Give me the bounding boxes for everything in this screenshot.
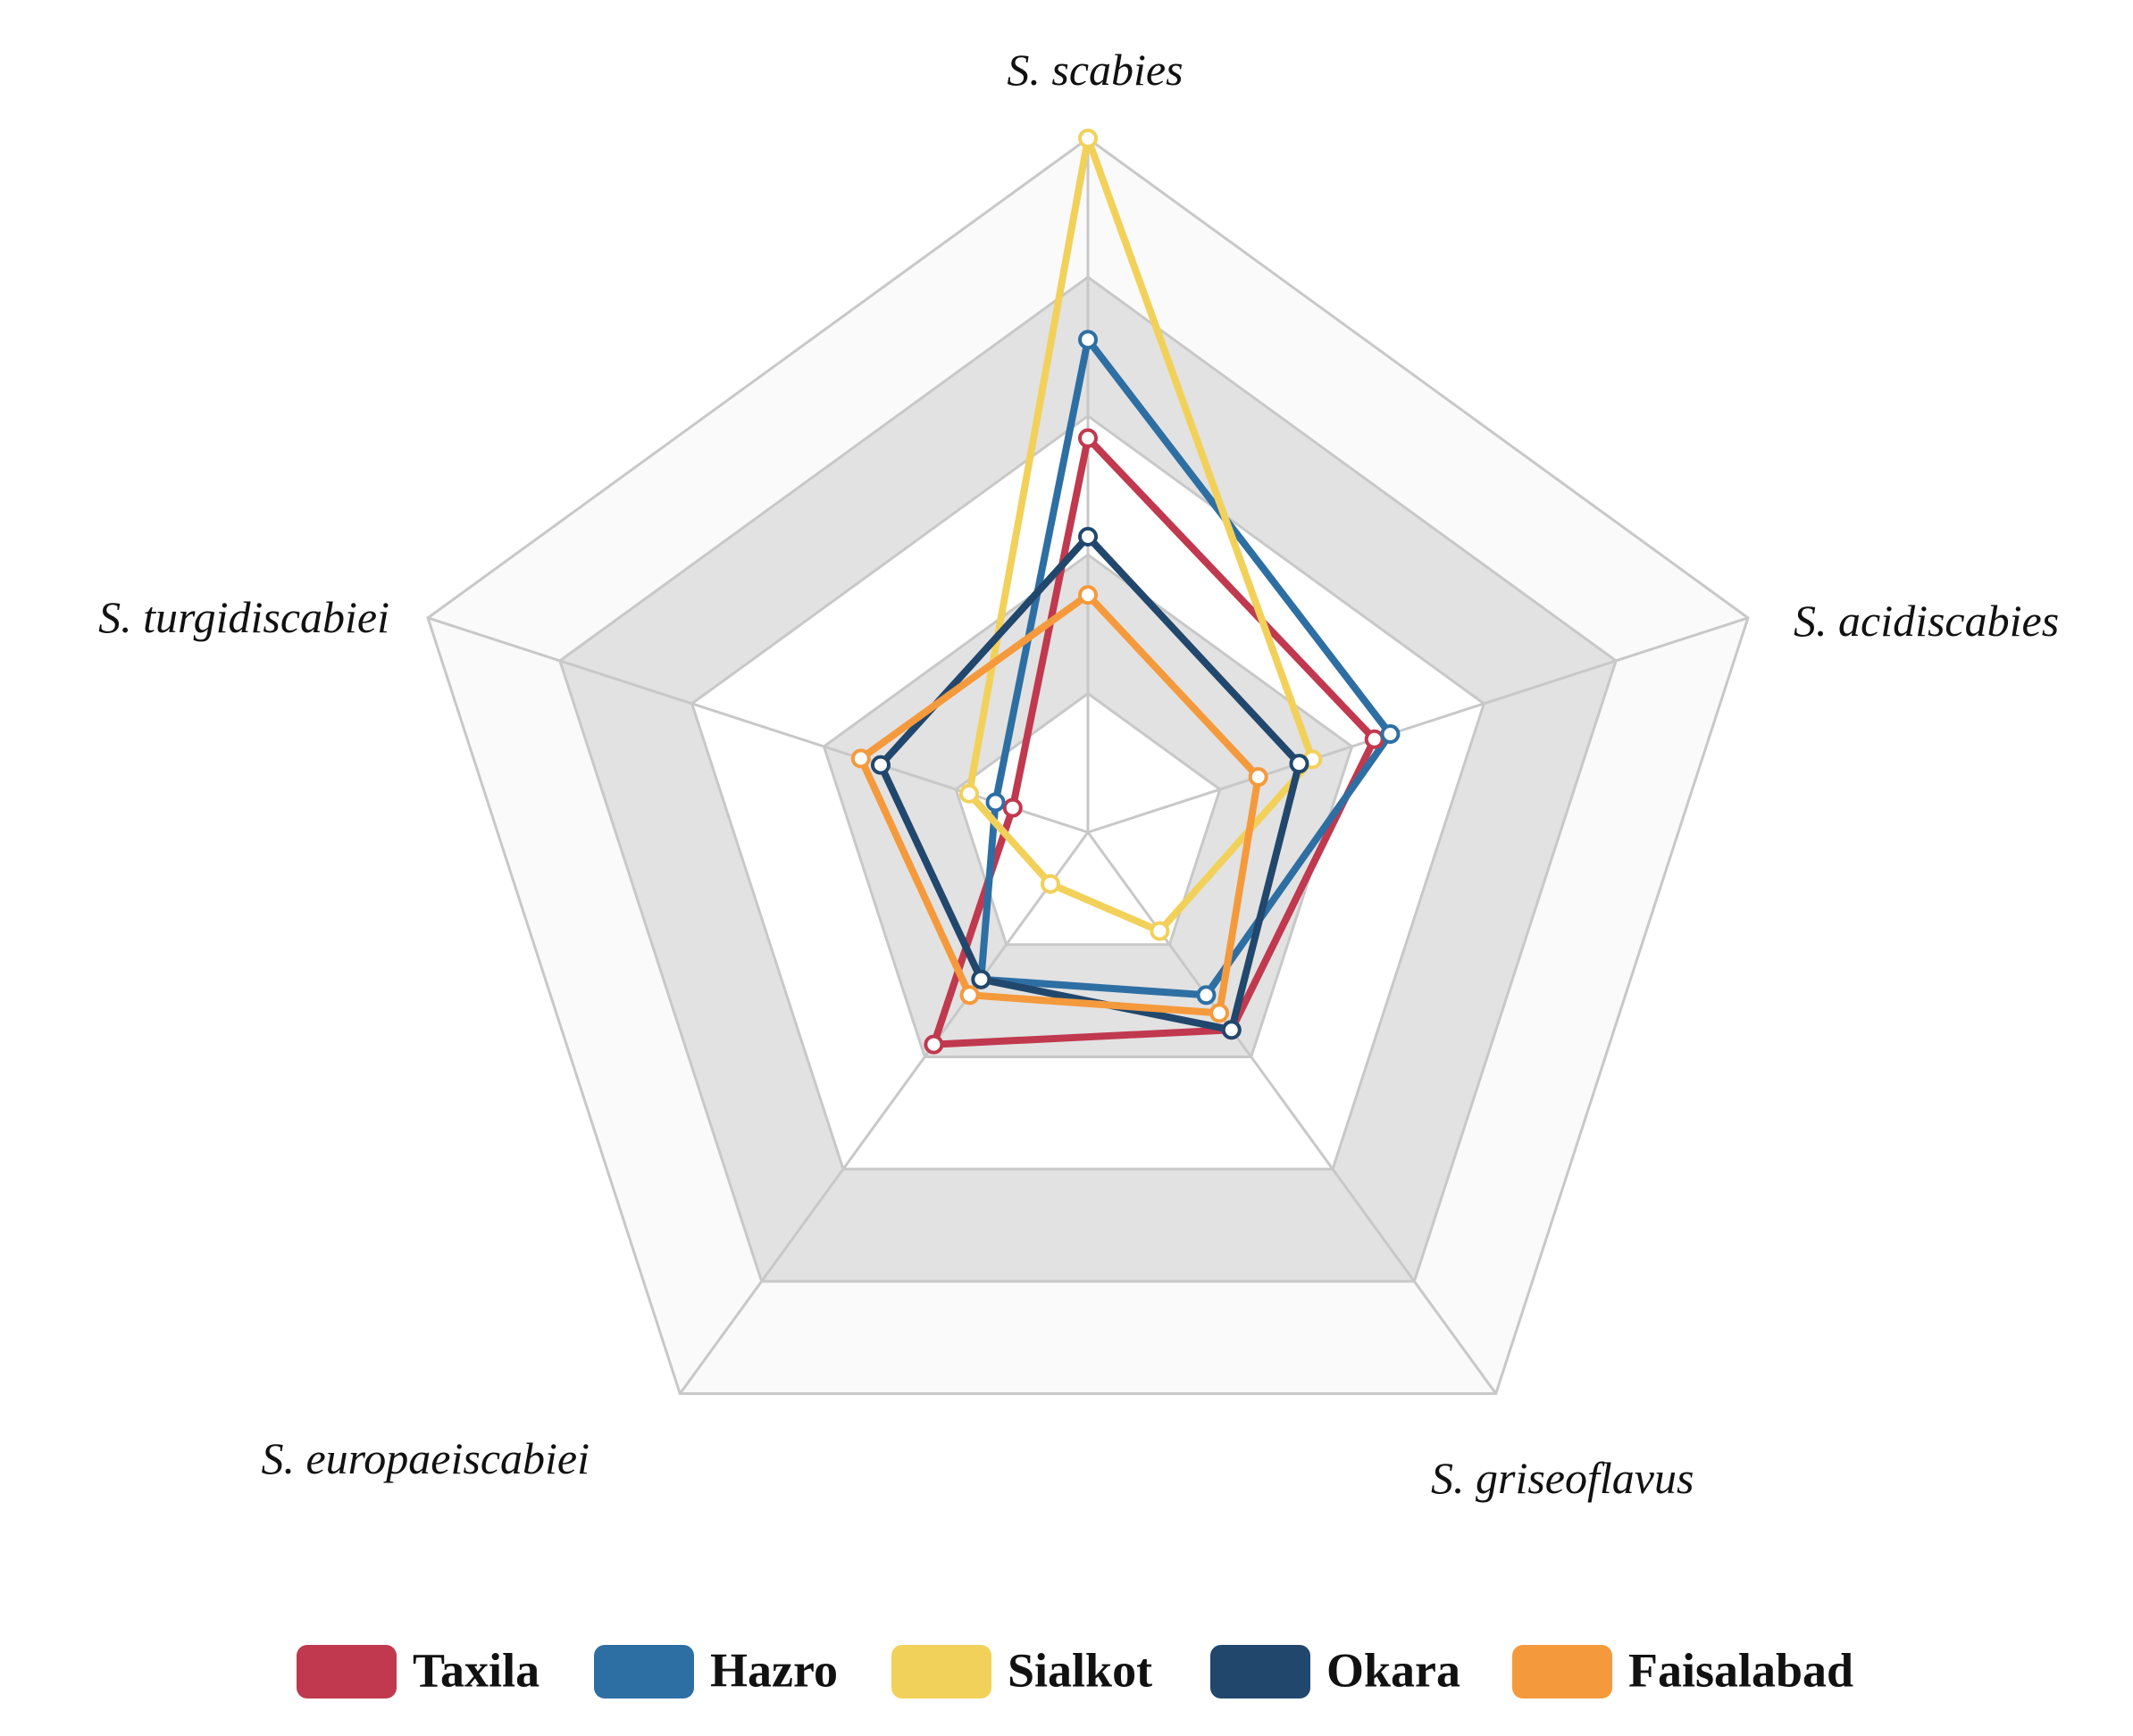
data-point <box>1209 1003 1230 1023</box>
axis-label: S. scabies <box>1007 45 1183 95</box>
axis-spoke <box>679 831 1090 1395</box>
legend-swatch <box>594 1645 694 1698</box>
data-point <box>1380 724 1401 745</box>
data-point <box>1002 797 1023 818</box>
data-point <box>1078 526 1098 547</box>
legend-swatch <box>891 1645 991 1698</box>
data-point <box>1221 1020 1242 1040</box>
legend-label: Okara <box>1326 1643 1460 1697</box>
legend-swatch <box>1210 1645 1310 1698</box>
series-line <box>857 591 1262 1017</box>
data-point <box>1248 767 1268 788</box>
legend-swatch <box>297 1645 397 1698</box>
data-point <box>850 748 871 769</box>
data-point <box>971 969 991 989</box>
legend-swatch <box>1512 1645 1612 1698</box>
series-line <box>930 434 1378 1048</box>
data-point <box>1078 330 1098 350</box>
axis-label: S. griseoflavus <box>1431 1453 1694 1503</box>
series-line <box>965 135 1317 935</box>
axis-label: S. turgidiscabiei <box>98 592 389 642</box>
legend-label: Sialkot <box>1008 1643 1152 1697</box>
data-point <box>924 1034 944 1055</box>
data-point <box>870 755 891 775</box>
series-line <box>977 336 1394 999</box>
axis-label: S. europaeiscabiei <box>261 1433 590 1483</box>
data-point <box>1150 921 1170 941</box>
data-point <box>958 783 979 804</box>
legend-label: Faisalabad <box>1628 1643 1853 1697</box>
data-point <box>1289 754 1309 774</box>
data-point <box>1196 985 1217 1006</box>
legend-label: Taxila <box>413 1643 540 1697</box>
data-point <box>1078 428 1098 448</box>
data-point <box>959 985 980 1006</box>
data-point <box>1078 129 1098 148</box>
axis-label: S. acidiscabies <box>1794 596 2059 646</box>
legend-label: Hazro <box>710 1643 838 1697</box>
data-point <box>1040 873 1060 894</box>
axis-spoke <box>1087 616 1749 834</box>
data-point <box>985 792 1006 813</box>
data-point <box>1364 729 1384 749</box>
data-point <box>1078 585 1098 605</box>
